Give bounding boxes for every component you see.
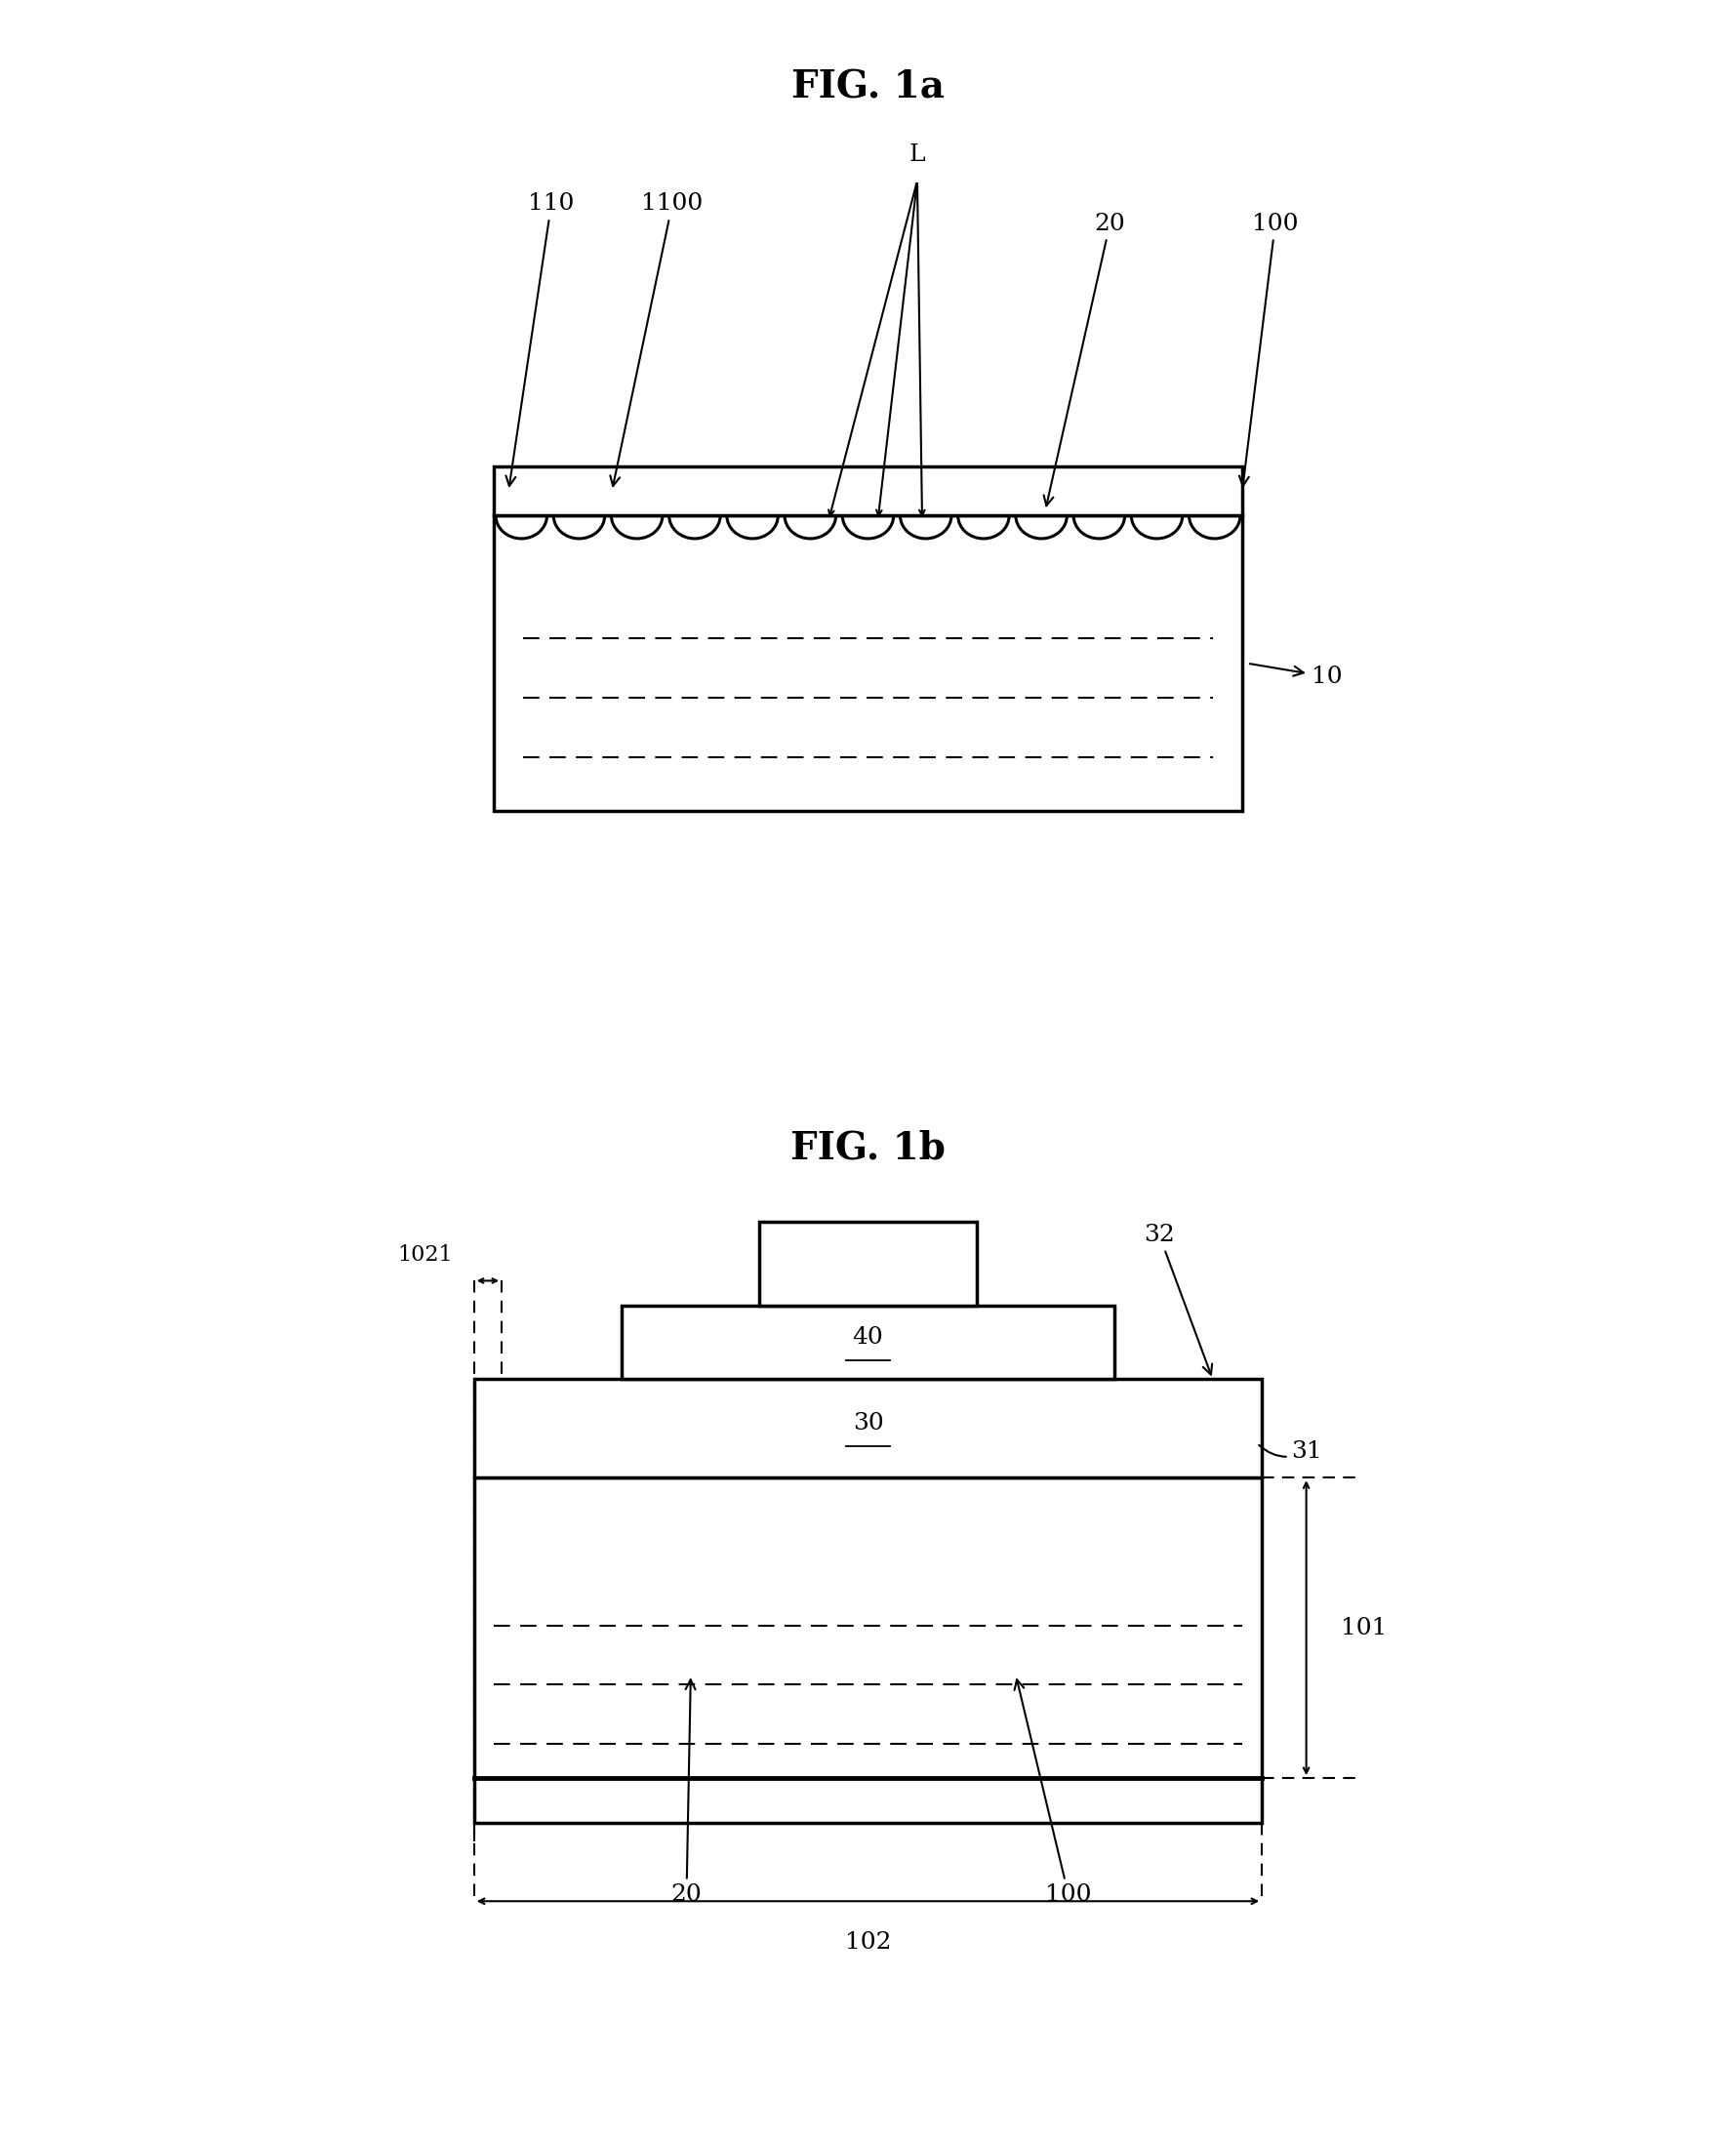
- Text: 31: 31: [1259, 1441, 1323, 1462]
- Text: 101: 101: [1340, 1616, 1387, 1640]
- Text: 20: 20: [672, 1681, 701, 1905]
- Text: 20: 20: [1043, 212, 1125, 505]
- Text: L: L: [910, 143, 925, 167]
- Text: 102: 102: [845, 1931, 891, 1953]
- FancyBboxPatch shape: [474, 1379, 1262, 1477]
- Text: 32: 32: [1144, 1225, 1212, 1375]
- Text: 100: 100: [1014, 1679, 1092, 1905]
- FancyBboxPatch shape: [474, 1477, 1262, 1822]
- Text: 110: 110: [505, 193, 575, 486]
- Text: 1021: 1021: [398, 1244, 453, 1265]
- FancyBboxPatch shape: [621, 1306, 1115, 1379]
- FancyBboxPatch shape: [493, 516, 1243, 811]
- FancyBboxPatch shape: [493, 467, 1243, 516]
- FancyBboxPatch shape: [760, 1223, 976, 1306]
- Text: FIG. 1a: FIG. 1a: [792, 69, 944, 105]
- Text: 10: 10: [1250, 664, 1342, 687]
- Text: FIG. 1b: FIG. 1b: [790, 1128, 946, 1167]
- Text: 30: 30: [852, 1413, 884, 1434]
- Text: 100: 100: [1240, 212, 1299, 486]
- Text: 1100: 1100: [609, 193, 703, 486]
- Text: 40: 40: [852, 1325, 884, 1349]
